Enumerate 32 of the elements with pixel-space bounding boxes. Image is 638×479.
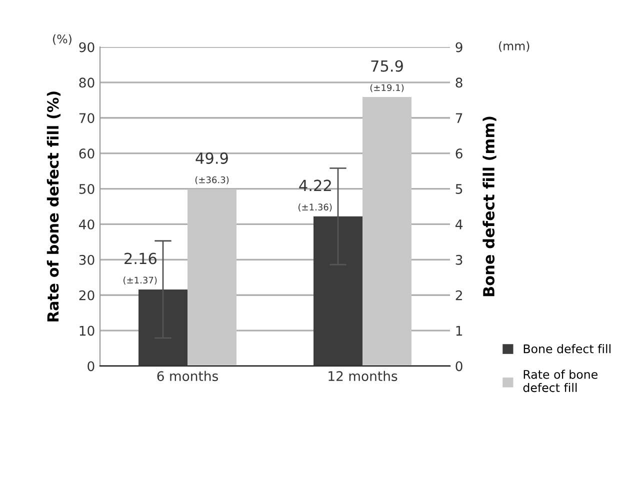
text: (%) bbox=[53, 34, 72, 45]
y2-tick-label: 7 bbox=[456, 113, 462, 123]
data-label: 49.9 (±36.3) bbox=[195, 152, 229, 184]
y2-tick-label: 5 bbox=[456, 184, 462, 194]
y2-tick-label: 0 bbox=[456, 361, 462, 372]
y2-tick-label: 4 bbox=[456, 220, 463, 230]
y2-tick-label: 2 bbox=[456, 290, 462, 300]
x-tick-label: 6 months bbox=[157, 370, 218, 382]
y2-tick-label: 9 bbox=[456, 42, 462, 52]
legend-label: Rate of bone defect fill bbox=[523, 370, 598, 392]
y-tick-label: 60 bbox=[79, 148, 94, 159]
y2-tick-label: 8 bbox=[456, 78, 462, 88]
y-tick-label: 30 bbox=[79, 254, 94, 265]
y2-axis-title: Bone defect fill (mm) bbox=[482, 116, 496, 296]
data-label: 75.9 (±19.1) bbox=[370, 60, 404, 92]
x-tick-label: 12 months bbox=[328, 370, 398, 382]
y-tick-label: 50 bbox=[79, 184, 94, 194]
y-tick-label: 10 bbox=[80, 326, 94, 336]
data-label: 2.16 (±1.37) bbox=[124, 252, 157, 285]
text: (mm) bbox=[499, 41, 530, 52]
y-tick-label: 20 bbox=[79, 290, 94, 300]
legend-label: Bone defect fill bbox=[524, 344, 610, 354]
y2-tick-label: 3 bbox=[456, 254, 462, 265]
y2-tick-label: 6 bbox=[456, 148, 462, 159]
y-tick-label: 70 bbox=[79, 113, 94, 124]
data-label: 4.22 (±1.36) bbox=[298, 180, 332, 212]
y-tick-label: 40 bbox=[78, 219, 94, 230]
y-axis-title: Rate of bone defect fill (%) bbox=[46, 92, 61, 322]
y-tick-label: 0 bbox=[88, 361, 94, 372]
y-tick-label: 90 bbox=[79, 42, 94, 52]
y2-tick-label: 1 bbox=[456, 326, 462, 336]
y-tick-label: 80 bbox=[79, 78, 94, 88]
